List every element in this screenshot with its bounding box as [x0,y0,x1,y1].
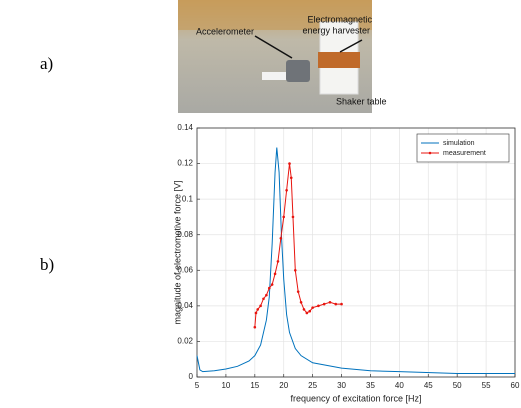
photo-label: Accelerometer [196,26,254,36]
data-marker [282,215,286,219]
x-tick-label: 30 [337,381,346,390]
data-marker [296,290,300,293]
y-tick-label: 0.12 [177,159,193,168]
data-marker [279,236,283,240]
photo-label: Shaker table [336,96,387,106]
data-marker [254,311,258,315]
data-marker [305,311,309,315]
plot-area [197,128,515,377]
y-tick-label: 0.02 [177,337,193,346]
panel-label: a) [40,54,53,73]
y-tick-label: 0.14 [177,123,193,132]
x-tick-label: 5 [195,381,200,390]
data-marker [265,293,268,297]
data-marker [288,162,291,165]
x-tick-label: 10 [221,381,230,390]
data-marker [289,176,293,180]
photo: Accelerometer Electromagnetic energy har… [178,0,387,113]
data-marker [267,286,271,290]
y-tick-label: 0.06 [177,265,193,274]
chart: 0 0.02 0.04 0.06 0.08 0.1 0.12 0.14 5 10 15 20 25 30 3… [172,123,520,403]
data-marker [270,283,274,286]
legend-marker [428,151,432,155]
x-tick-label: 25 [308,381,317,390]
photo-label: energy harvester [302,25,370,35]
data-marker [317,304,320,308]
data-line [196,147,515,374]
x-tick-label: 50 [453,381,462,390]
coil [318,52,360,68]
y-tick-label: 0.08 [177,230,193,239]
y-tick-label: 0.04 [177,301,193,310]
data-marker [262,297,265,301]
axes-frame [196,127,516,378]
data-marker [328,301,332,304]
y-tick-label: 0.1 [182,194,194,203]
arrow [339,39,363,53]
data-marker [285,188,288,192]
data-marker [291,215,295,219]
data-marker [334,302,338,306]
data-marker [276,260,280,263]
y-axis-label: magnitude of electromotive force [V] [172,180,182,324]
data-line [254,163,342,328]
data-marker [293,268,297,272]
data-marker [302,308,306,311]
x-tick-label: 45 [424,381,433,390]
legend-label: simulation [443,140,475,147]
cable [262,72,292,80]
data-marker [308,309,312,313]
arrow [254,35,293,59]
accelerometer [286,60,310,82]
data-marker [322,302,326,306]
data-marker [259,304,262,308]
legend-box [416,133,510,163]
panel-label: b) [40,255,54,274]
data-marker [253,325,257,329]
x-tick-label: 60 [511,381,520,390]
data-marker [273,272,277,276]
data-marker [299,301,303,304]
legend-label: measurement [443,150,486,157]
x-tick-label: 15 [250,381,259,390]
x-tick-label: 40 [395,381,404,390]
data-marker [311,306,314,309]
data-marker [340,302,343,306]
data-marker [256,308,260,311]
photo-label: Electromagnetic [307,14,372,24]
x-tick-label: 20 [279,381,288,390]
y-tick-label: 0 [189,372,194,381]
x-tick-label: 35 [366,381,375,390]
x-tick-label: 55 [482,381,491,390]
x-axis-label: frequency of excitation force [Hz] [290,393,421,403]
